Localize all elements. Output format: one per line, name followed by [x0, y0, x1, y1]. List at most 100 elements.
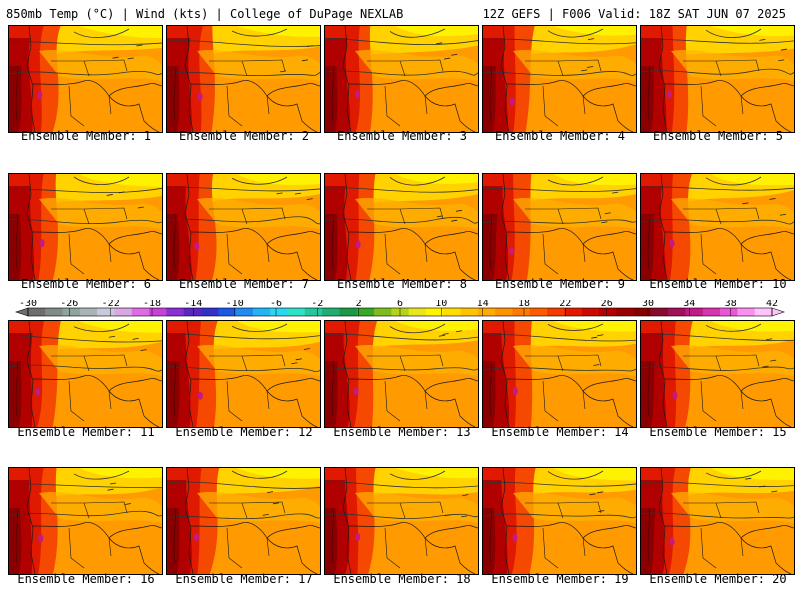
- colorbar-tick-label: 14: [477, 300, 489, 309]
- colorbar-swatch: [149, 308, 167, 316]
- colorbar-swatch: [322, 308, 340, 316]
- colorbar-swatch: [62, 308, 81, 316]
- colorbar-right-arrow: [771, 307, 785, 317]
- colorbar-tick-label: 22: [559, 300, 571, 309]
- colorbar-swatch: [668, 308, 686, 316]
- colorbar-swatch: [477, 308, 496, 316]
- colorbar-tick-label: 34: [683, 300, 695, 309]
- colorbar-swatch: [443, 308, 461, 316]
- colorbar-swatch: [304, 308, 323, 316]
- colorbar-swatch: [45, 308, 63, 316]
- ensemble-member-map: [482, 173, 637, 281]
- colorbar-swatch: [650, 308, 669, 316]
- colorbar-swatch: [114, 308, 133, 316]
- ensemble-member-caption: Ensemble Member: 18: [333, 572, 471, 586]
- ensemble-member-caption: Ensemble Member: 6: [20, 277, 152, 291]
- colorbar-swatch: [720, 308, 738, 316]
- colorbar-swatch: [529, 308, 548, 316]
- ensemble-member-map: [482, 25, 637, 133]
- colorbar-swatch: [564, 308, 582, 316]
- ensemble-member-map: [324, 25, 479, 133]
- colorbar-swatch: [166, 308, 185, 316]
- colorbar-swatch: [252, 308, 271, 316]
- ensemble-member-caption: Ensemble Member: 11: [17, 425, 155, 439]
- ensemble-member-caption: Ensemble Member: 7: [178, 277, 310, 291]
- colorbar-tick-label: 26: [601, 300, 613, 309]
- ensemble-member-map: [8, 25, 163, 133]
- ensemble-member-map: [640, 173, 795, 281]
- colorbar-tick-label: 30: [642, 300, 654, 309]
- colorbar-swatch: [408, 308, 427, 316]
- run-valid-time: 12Z GEFS | F006 Valid: 18Z SAT JUN 07 20…: [482, 7, 786, 21]
- ensemble-member-caption: Ensemble Member: 17: [175, 572, 313, 586]
- colorbar-swatch: [754, 308, 773, 316]
- ensemble-member-caption: Ensemble Member: 19: [491, 572, 629, 586]
- colorbar-swatch: [512, 308, 531, 316]
- colorbar-swatch: [737, 308, 755, 316]
- colorbar-swatch: [28, 308, 46, 316]
- ensemble-member-caption: Ensemble Member: 1: [20, 129, 152, 143]
- ensemble-member-map: [8, 320, 163, 428]
- ensemble-member-caption: Ensemble Member: 20: [649, 572, 787, 586]
- colorbar-swatch: [702, 308, 721, 316]
- colorbar-swatch: [270, 308, 288, 316]
- colorbar-swatch: [598, 308, 617, 316]
- colorbar-tick-label: -6: [270, 300, 282, 309]
- colorbar-swatch: [356, 308, 375, 316]
- temperature-colorbar: -30 -26 -22 -18 -14 -10 -6 -2 2 6 10 14 18 22 26 30 34 38…: [15, 300, 785, 317]
- ensemble-member-map: [8, 467, 163, 575]
- ensemble-member-caption: Ensemble Member: 4: [494, 129, 626, 143]
- ensemble-member-caption: Ensemble Member: 2: [178, 129, 310, 143]
- colorbar-tick-label: 6: [397, 300, 403, 309]
- colorbar-tick-label: 38: [725, 300, 737, 309]
- colorbar-tick-label: -26: [60, 300, 78, 309]
- colorbar-tick-label: -22: [102, 300, 120, 309]
- ensemble-member-caption: Ensemble Member: 8: [336, 277, 468, 291]
- colorbar-left-arrow: [15, 307, 29, 317]
- colorbar-tick-label: 10: [435, 300, 447, 309]
- colorbar-swatch: [616, 308, 634, 316]
- ensemble-member-map: [640, 320, 795, 428]
- ensemble-member-map: [8, 173, 163, 281]
- colorbar-swatch: [460, 308, 479, 316]
- ensemble-member-caption: Ensemble Member: 9: [494, 277, 626, 291]
- colorbar-swatch: [183, 308, 202, 316]
- colorbar-tick-label: -2: [311, 300, 323, 309]
- ensemble-member-map: [482, 467, 637, 575]
- colorbar-swatch: [235, 308, 254, 316]
- colorbar-tick-label: -14: [184, 300, 202, 309]
- colorbar-tick-label: -18: [143, 300, 161, 309]
- ensemble-member-caption: Ensemble Member: 14: [491, 425, 629, 439]
- ensemble-member-caption: Ensemble Member: 5: [652, 129, 784, 143]
- ensemble-member-caption: Ensemble Member: 15: [649, 425, 787, 439]
- colorbar-swatch: [685, 308, 704, 316]
- ensemble-member-map: [166, 320, 321, 428]
- ensemble-member-map: [482, 320, 637, 428]
- ensemble-member-caption: Ensemble Member: 12: [175, 425, 313, 439]
- colorbar-tick-label: -10: [226, 300, 244, 309]
- ensemble-member-map: [324, 320, 479, 428]
- chart-title: 850mb Temp (°C) | Wind (kts) | College o…: [6, 7, 404, 21]
- colorbar-tick-label: 18: [518, 300, 530, 309]
- colorbar-swatch: [425, 308, 444, 316]
- colorbar-swatch: [131, 308, 150, 316]
- ensemble-member-map: [324, 173, 479, 281]
- colorbar-tick-label: 42: [766, 300, 778, 309]
- colorbar-tick-label: 2: [356, 300, 362, 309]
- colorbar-swatch: [97, 308, 115, 316]
- ensemble-member-caption: Ensemble Member: 13: [333, 425, 471, 439]
- colorbar-swatch: [495, 308, 513, 316]
- ensemble-member-caption: Ensemble Member: 16: [17, 572, 155, 586]
- ensemble-member-map: [166, 467, 321, 575]
- ensemble-member-map: [166, 25, 321, 133]
- ensemble-member-map: [324, 467, 479, 575]
- ensemble-member-map: [640, 467, 795, 575]
- colorbar-swatch: [218, 308, 236, 316]
- colorbar-swatch: [374, 308, 392, 316]
- colorbar-swatch: [79, 308, 98, 316]
- colorbar-swatch: [287, 308, 306, 316]
- colorbar-swatch: [581, 308, 600, 316]
- colorbar-swatch: [201, 308, 219, 316]
- colorbar-swatch: [547, 308, 565, 316]
- ensemble-member-caption: Ensemble Member: 3: [336, 129, 468, 143]
